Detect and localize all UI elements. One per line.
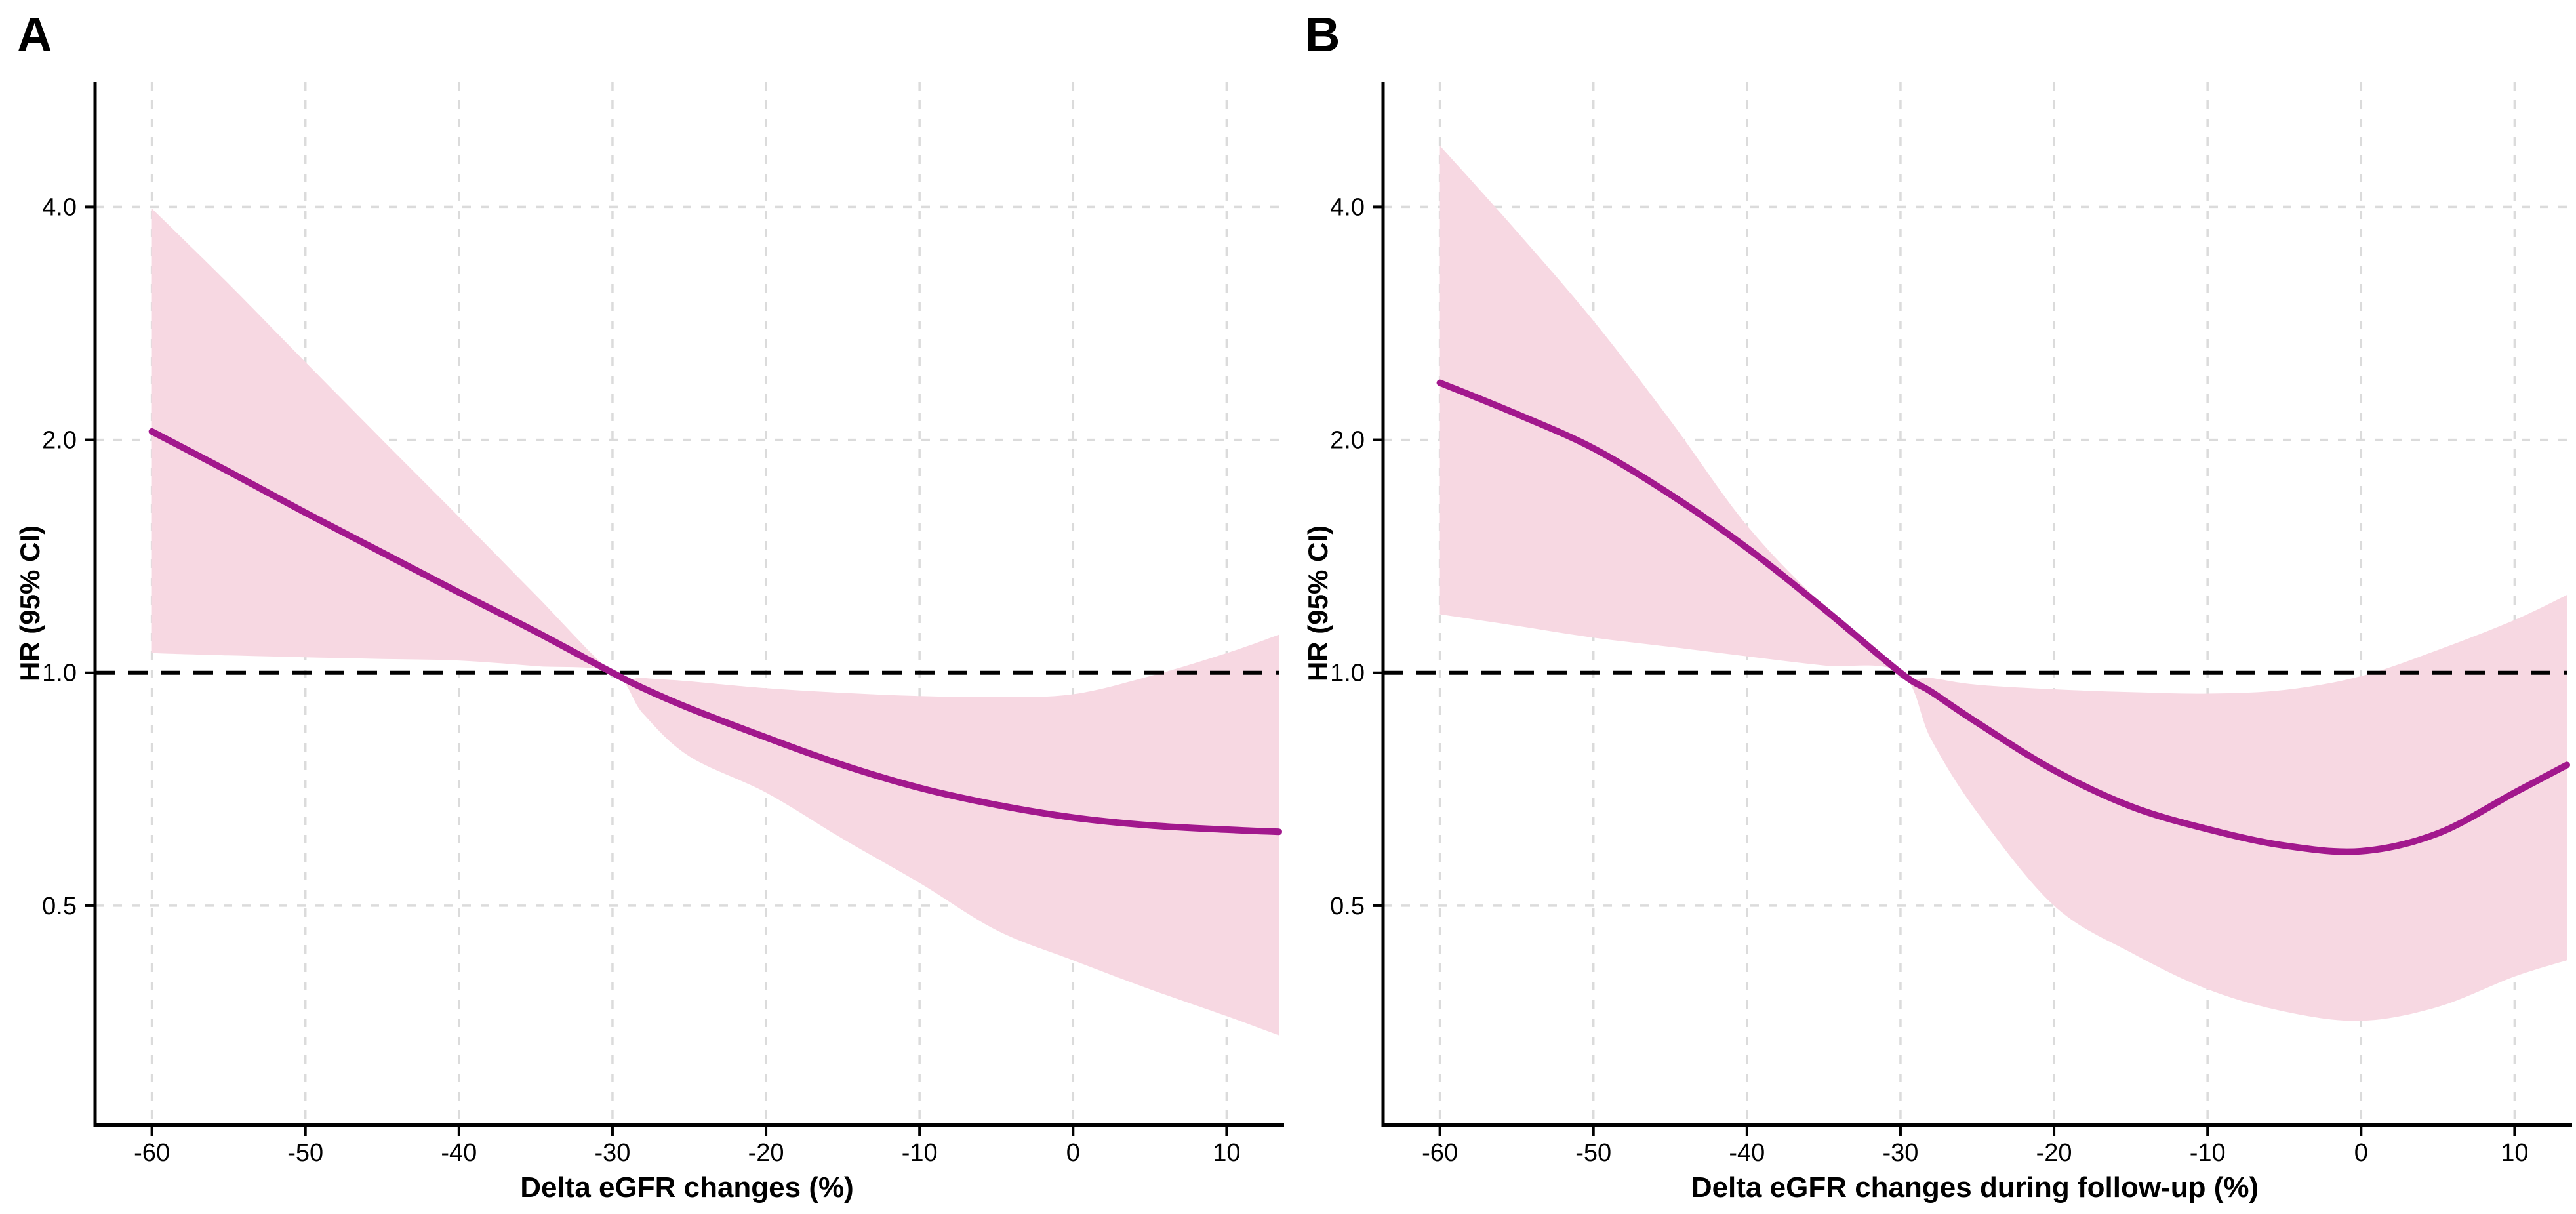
svg-text:0: 0 xyxy=(2354,1139,2368,1167)
svg-text:1.0: 1.0 xyxy=(1330,660,1365,687)
svg-text:-20: -20 xyxy=(748,1139,784,1167)
svg-text:4.0: 4.0 xyxy=(42,193,77,221)
svg-text:-40: -40 xyxy=(441,1139,477,1167)
svg-text:-10: -10 xyxy=(2190,1139,2226,1167)
svg-text:-40: -40 xyxy=(1729,1139,1765,1167)
x-axis-title-a: Delta eGFR changes (%) xyxy=(520,1171,854,1204)
svg-text:0.5: 0.5 xyxy=(1330,893,1365,920)
svg-text:-20: -20 xyxy=(2036,1139,2072,1167)
svg-text:-30: -30 xyxy=(1882,1139,1918,1167)
spline-chart-b: -60 -50 -40 -30 -20 -10 0 10 4.0 2.0 1.0 0.5 xyxy=(1330,82,2572,1167)
svg-text:10: 10 xyxy=(2501,1139,2528,1167)
svg-text:-50: -50 xyxy=(1575,1139,1611,1167)
svg-text:-10: -10 xyxy=(902,1139,938,1167)
panel-a-label: A xyxy=(17,7,52,62)
svg-text:-60: -60 xyxy=(134,1139,170,1167)
svg-text:2.0: 2.0 xyxy=(42,427,77,455)
panel-b-label: B xyxy=(1305,7,1340,62)
svg-text:-60: -60 xyxy=(1422,1139,1458,1167)
svg-text:-50: -50 xyxy=(287,1139,323,1167)
svg-text:10: 10 xyxy=(1213,1139,1240,1167)
svg-text:0: 0 xyxy=(1066,1139,1080,1167)
panel-a: A HR (95% CI) -60 -50 -40 -30 -20 -10 0 10 4.0 2.… xyxy=(14,7,1284,1204)
spline-chart-a: -60 -50 -40 -30 -20 -10 0 10 4.0 2.0 1.0 0.5 xyxy=(42,82,1284,1167)
svg-text:-30: -30 xyxy=(594,1139,630,1167)
panel-b: B HR (95% CI) -60 -50 -40 -30 -20 -10 0 10 4.0 2.… xyxy=(1288,0,2576,1214)
svg-text:4.0: 4.0 xyxy=(1330,193,1365,221)
x-axis-title-b: Delta eGFR changes during follow-up (%) xyxy=(1691,1171,2259,1204)
svg-text:1.0: 1.0 xyxy=(42,660,77,687)
svg-text:0.5: 0.5 xyxy=(42,893,77,920)
svg-text:2.0: 2.0 xyxy=(1330,427,1365,455)
